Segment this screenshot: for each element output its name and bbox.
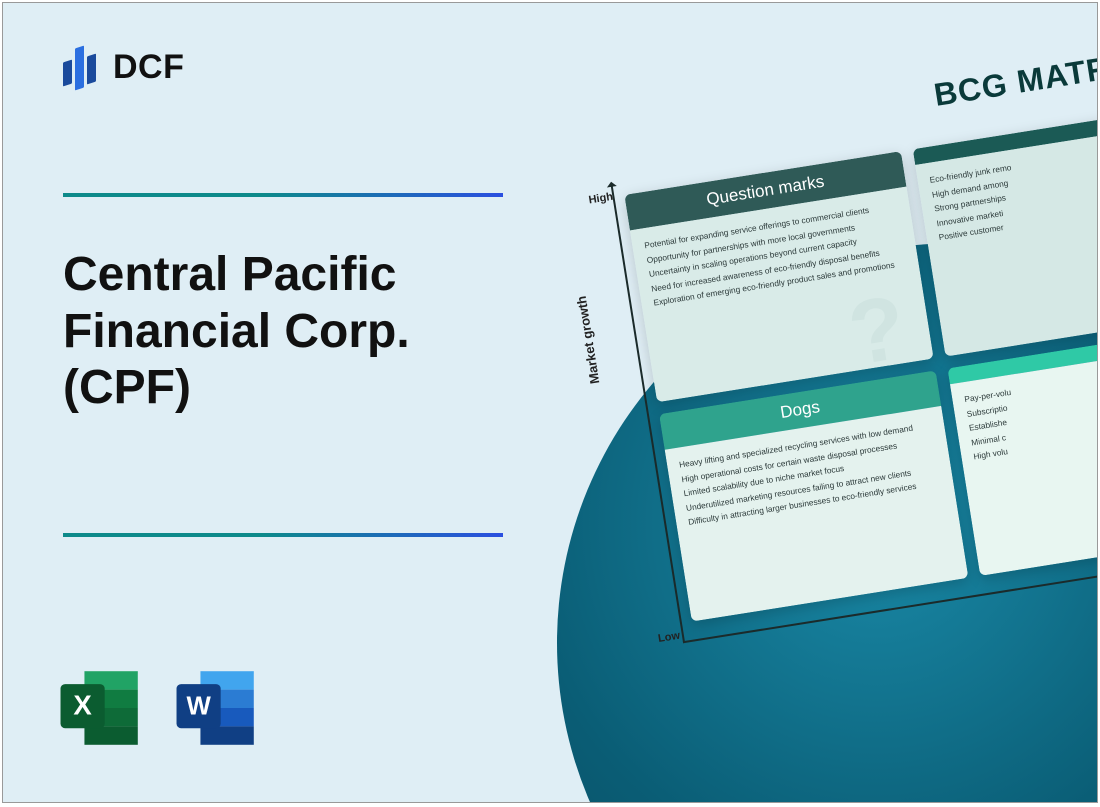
bcg-matrix-diagram: BCG MATRIX Market growth Market share Hi… [569,58,1098,669]
brand-logo-text: DCF [113,48,184,87]
excel-icon: X [55,662,147,754]
page-title: Central Pacific Financial Corp. (CPF) [63,247,543,417]
watermark-question-icon: ? [845,296,909,367]
quadrant-question-marks: Question marks Potential for expanding s… [624,151,933,402]
divider-bottom [63,533,503,537]
brand-logo: DCF [63,41,184,93]
svg-text:W: W [186,692,211,720]
quadrant-stars: Eco-friendly junk remo High demand among… [913,105,1098,356]
svg-text:X: X [73,689,92,720]
file-type-icons: X W [55,662,263,754]
word-icon: W [171,662,263,754]
quadrant-cash-cows: Pay-per-volu Subscriptio Establishe Mini… [947,325,1098,576]
y-tick-low: Low [657,630,681,645]
quadrant-dogs: Dogs Heavy lifting and specialized recyc… [659,370,968,621]
divider-top [63,193,503,197]
y-tick-high: High [588,191,614,207]
brand-logo-mark [63,41,103,93]
